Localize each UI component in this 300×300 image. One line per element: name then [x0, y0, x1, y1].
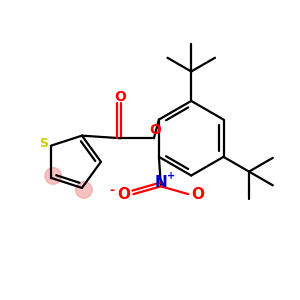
Text: S: S [39, 137, 48, 150]
Circle shape [45, 168, 61, 184]
Text: +: + [167, 172, 175, 182]
Text: N: N [154, 175, 167, 190]
Text: O: O [192, 187, 205, 202]
Text: O: O [149, 123, 161, 137]
Text: O: O [115, 90, 127, 104]
Text: -: - [109, 184, 114, 197]
Text: O: O [117, 187, 130, 202]
Circle shape [76, 182, 92, 198]
